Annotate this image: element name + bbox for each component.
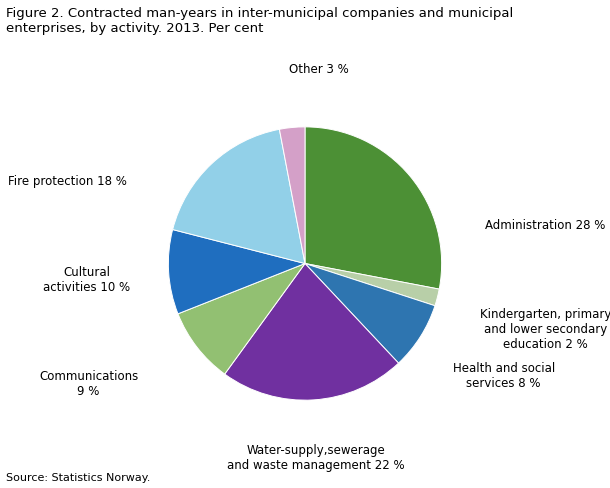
Wedge shape bbox=[178, 264, 305, 374]
Text: Water-supply,sewerage
and waste management 22 %: Water-supply,sewerage and waste manageme… bbox=[227, 444, 405, 471]
Wedge shape bbox=[224, 264, 398, 400]
Text: Cultural
activities 10 %: Cultural activities 10 % bbox=[43, 266, 130, 294]
Wedge shape bbox=[305, 127, 442, 289]
Text: Source: Statistics Norway.: Source: Statistics Norway. bbox=[6, 473, 151, 483]
Text: Communications
9 %: Communications 9 % bbox=[39, 370, 138, 398]
Text: Administration 28 %: Administration 28 % bbox=[486, 219, 606, 232]
Text: Other 3 %: Other 3 % bbox=[289, 63, 348, 76]
Wedge shape bbox=[173, 129, 305, 264]
Text: Kindergarten, primary
and lower secondary
education 2 %: Kindergarten, primary and lower secondar… bbox=[480, 307, 610, 350]
Text: Health and social
services 8 %: Health and social services 8 % bbox=[453, 362, 555, 389]
Text: Fire protection 18 %: Fire protection 18 % bbox=[9, 175, 127, 188]
Wedge shape bbox=[305, 264, 435, 363]
Wedge shape bbox=[305, 264, 439, 306]
Wedge shape bbox=[168, 229, 305, 314]
Wedge shape bbox=[279, 127, 305, 264]
Text: Figure 2. Contracted man-years in inter-municipal companies and municipal
enterp: Figure 2. Contracted man-years in inter-… bbox=[6, 7, 514, 35]
